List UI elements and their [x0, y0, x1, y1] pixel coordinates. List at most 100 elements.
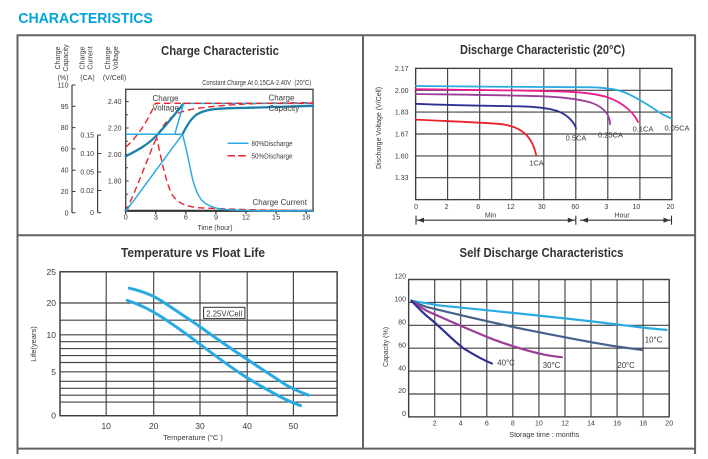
svg-text:30: 30 [538, 204, 546, 211]
svg-text:0.05: 0.05 [80, 170, 94, 177]
svg-text:0.02: 0.02 [80, 188, 94, 195]
svg-text:2.25V/Cell: 2.25V/Cell [206, 308, 242, 318]
svg-text:20: 20 [665, 421, 673, 428]
svg-text:6: 6 [184, 213, 188, 222]
svg-text:(V/Cell): (V/Cell) [103, 75, 126, 82]
svg-text:0: 0 [65, 210, 69, 217]
svg-text:12: 12 [561, 421, 569, 428]
svg-text:20: 20 [61, 189, 69, 196]
svg-text:12: 12 [507, 204, 515, 211]
svg-text:2.00: 2.00 [108, 152, 122, 159]
svg-text:Discharge Characteristic (20°C: Discharge Characteristic (20°C) [460, 42, 625, 57]
svg-text:2.20: 2.20 [108, 126, 122, 133]
svg-text:0.5CA: 0.5CA [566, 133, 587, 142]
svg-text:40: 40 [242, 421, 252, 431]
svg-text:0: 0 [124, 213, 128, 222]
svg-text:4: 4 [459, 421, 463, 428]
svg-text:Charge: Charge [269, 93, 295, 102]
svg-text:0: 0 [402, 411, 406, 418]
svg-text:16: 16 [613, 421, 621, 428]
svg-text:Charge: Charge [105, 46, 112, 69]
svg-text:30°C: 30°C [543, 361, 561, 370]
svg-text:1.80: 1.80 [108, 179, 122, 186]
svg-text:40: 40 [61, 168, 69, 175]
svg-text:18: 18 [302, 213, 310, 222]
svg-text:Self Discharge Characteristics: Self Discharge Characteristics [460, 245, 624, 260]
svg-text:30: 30 [195, 421, 205, 431]
svg-text:Temperature vs Float Life: Temperature vs Float Life [121, 245, 265, 260]
svg-text:Current: Current [88, 46, 95, 69]
svg-text:CHARACTERISTICS: CHARACTERISTICS [18, 11, 153, 27]
svg-text:0.15: 0.15 [80, 133, 94, 140]
svg-text:10: 10 [535, 421, 543, 428]
svg-text:Charge Characteristic: Charge Characteristic [161, 43, 279, 58]
svg-text:2: 2 [433, 421, 437, 428]
svg-text:1.60: 1.60 [395, 153, 409, 160]
svg-text:Constant Charge At 0.15CA-2.40: Constant Charge At 0.15CA-2.40V (20°C) [202, 79, 311, 87]
svg-text:0.05CA: 0.05CA [664, 124, 689, 133]
svg-text:2.17: 2.17 [395, 66, 409, 73]
svg-text:20: 20 [398, 388, 406, 395]
svg-text:120: 120 [394, 274, 406, 281]
svg-text:25: 25 [47, 267, 57, 277]
svg-text:Voltage: Voltage [153, 104, 180, 113]
svg-text:20: 20 [47, 298, 57, 308]
svg-text:Capacity (%): Capacity (%) [383, 327, 390, 367]
svg-text:5: 5 [51, 367, 56, 377]
svg-text:0: 0 [51, 411, 56, 421]
svg-text:Capacity: Capacity [269, 104, 300, 113]
svg-text:Discharge Voltage (V/Cell): Discharge Voltage (V/Cell) [376, 87, 383, 169]
svg-text:2.00: 2.00 [395, 88, 409, 95]
svg-text:10: 10 [633, 204, 641, 211]
svg-text:6: 6 [476, 204, 480, 211]
svg-text:(CA): (CA) [80, 75, 94, 82]
svg-text:0: 0 [90, 210, 94, 217]
svg-text:14: 14 [587, 421, 595, 428]
svg-text:80: 80 [398, 320, 406, 327]
svg-text:10: 10 [101, 421, 111, 431]
svg-text:20: 20 [667, 204, 675, 211]
svg-text:Charge: Charge [55, 46, 62, 69]
svg-text:0.25CA: 0.25CA [598, 131, 623, 140]
svg-text:2.40: 2.40 [108, 99, 122, 106]
svg-text:60: 60 [571, 204, 579, 211]
svg-text:50: 50 [289, 421, 299, 431]
svg-text:3: 3 [604, 204, 608, 211]
svg-text:8: 8 [511, 421, 515, 428]
svg-text:Time (hour): Time (hour) [198, 223, 233, 232]
svg-text:Voltage: Voltage [113, 46, 120, 69]
svg-text:2: 2 [445, 204, 449, 211]
svg-text:10°C: 10°C [645, 336, 663, 345]
svg-text:Charge: Charge [153, 94, 179, 103]
svg-text:80: 80 [61, 125, 69, 132]
svg-text:1.33: 1.33 [395, 175, 409, 182]
svg-text:60: 60 [398, 342, 406, 349]
svg-text:20°C: 20°C [617, 361, 635, 370]
svg-text:Temperature (°C ): Temperature (°C ) [163, 433, 223, 442]
svg-text:Capacity: Capacity [63, 44, 70, 72]
svg-text:Storage time : months: Storage time : months [509, 430, 579, 439]
svg-text:40°C: 40°C [497, 359, 515, 368]
svg-text:(%): (%) [58, 75, 69, 82]
svg-text:Life(years): Life(years) [29, 326, 38, 362]
svg-text:1CA: 1CA [529, 159, 544, 168]
svg-text:Charge Current: Charge Current [253, 198, 308, 207]
svg-text:1.83: 1.83 [395, 110, 409, 117]
svg-text:Hour: Hour [614, 213, 630, 220]
svg-text:10: 10 [47, 330, 57, 340]
svg-text:100: 100 [394, 297, 406, 304]
svg-text:1.67: 1.67 [395, 132, 409, 139]
svg-text:0.10: 0.10 [80, 151, 94, 158]
svg-text:0: 0 [414, 204, 418, 211]
svg-text:110: 110 [57, 83, 68, 90]
svg-text:20: 20 [149, 421, 159, 431]
svg-text:0.1CA: 0.1CA [633, 125, 654, 134]
svg-text:95: 95 [61, 104, 69, 111]
svg-text:3: 3 [154, 213, 158, 222]
svg-text:40: 40 [398, 365, 406, 372]
svg-text:80%Discharge: 80%Discharge [252, 141, 293, 148]
svg-text:12: 12 [242, 213, 250, 222]
svg-text:6: 6 [485, 421, 489, 428]
svg-text:Charge: Charge [80, 46, 87, 69]
svg-text:15: 15 [272, 213, 280, 222]
